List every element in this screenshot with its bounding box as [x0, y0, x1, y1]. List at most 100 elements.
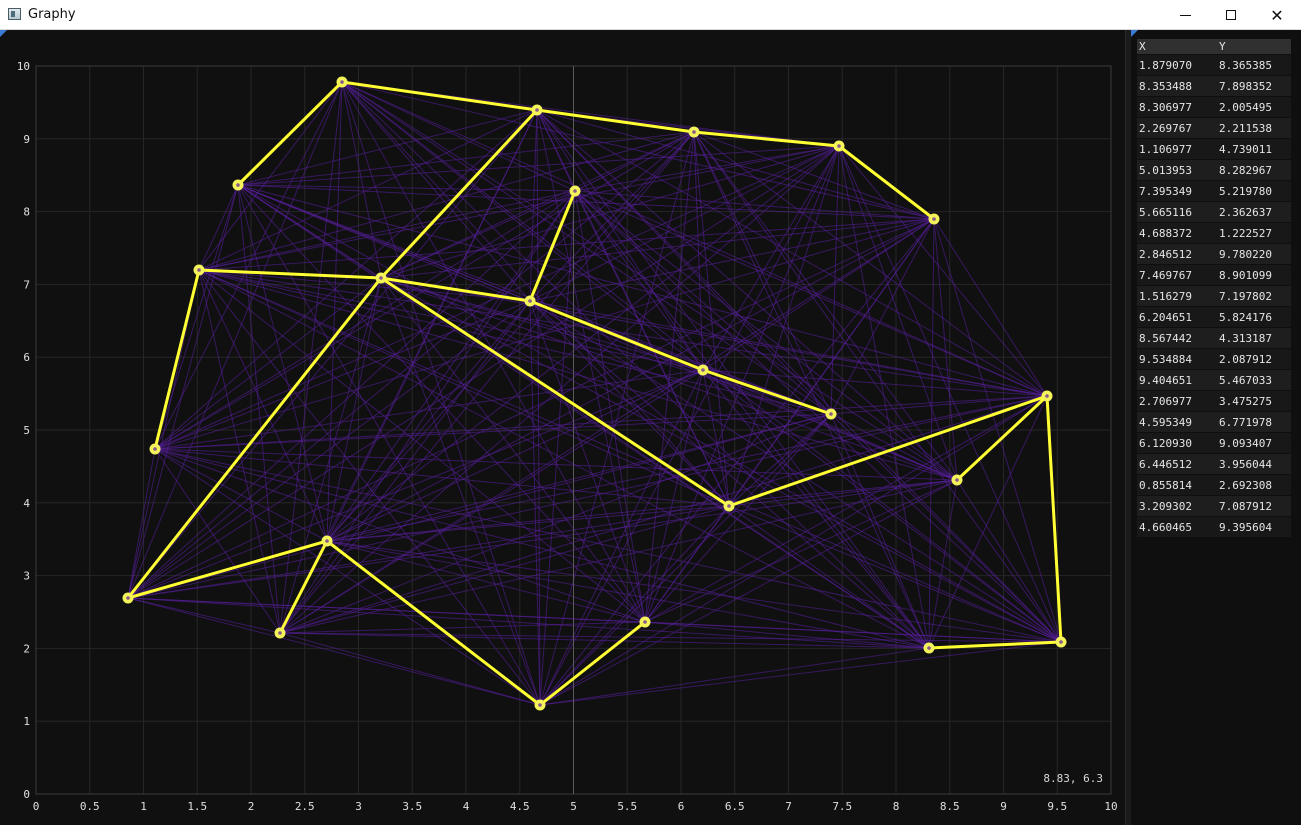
table-row[interactable]: 4.660465 9.395604	[1137, 516, 1291, 537]
y-tick-label: 10	[17, 60, 30, 73]
cell-x: 4.688372	[1137, 222, 1217, 244]
x-tick-label: 1	[140, 800, 147, 813]
table-row[interactable]: 2.706977 3.475275	[1137, 390, 1291, 412]
column-header-y[interactable]: Y	[1217, 39, 1291, 55]
cell-x: 2.706977	[1137, 390, 1217, 412]
table-row[interactable]: 9.404651 5.467033	[1137, 369, 1291, 391]
graph-node[interactable]	[639, 616, 651, 628]
faint-edge	[380, 218, 935, 279]
faint-edge	[928, 218, 935, 649]
table-row[interactable]: 3.209302 7.087912	[1137, 495, 1291, 517]
table-row[interactable]: 4.688372 1.222527	[1137, 222, 1291, 244]
table-row[interactable]: 4.595349 6.771978	[1137, 411, 1291, 433]
cell-x: 2.269767	[1137, 117, 1217, 139]
points-table[interactable]: X Y 1.879070 8.365385 8.353488 7.898352 8.30…	[1137, 39, 1291, 537]
table-row[interactable]: 6.204651 5.824176	[1137, 306, 1291, 328]
faint-edge	[326, 131, 695, 542]
faint-edge	[198, 269, 704, 371]
node-core	[573, 189, 577, 193]
faint-edge	[127, 81, 343, 599]
faint-edge	[326, 300, 531, 542]
graph-node[interactable]	[825, 408, 837, 420]
graph-node[interactable]	[1041, 390, 1053, 402]
graph-node[interactable]	[321, 535, 333, 547]
plot-area[interactable]: 0 0.5 1 1.5 2 2.5 3 3.5 4 4.5 5 5.5 6 6.5 7 7.5 8 8.5 9 9.5…	[0, 30, 1125, 825]
faint-edge	[380, 277, 1062, 643]
table-row[interactable]: 8.567442 4.313187	[1137, 327, 1291, 349]
faint-edge	[198, 218, 935, 271]
graph-node[interactable]	[122, 592, 134, 604]
graph-node[interactable]	[336, 76, 348, 88]
table-row[interactable]: 8.353488 7.898352	[1137, 75, 1291, 97]
highlighted-edge	[927, 640, 1063, 650]
faint-edge	[341, 81, 832, 415]
faint-edge	[154, 277, 382, 450]
graph-node[interactable]	[149, 443, 161, 455]
table-row[interactable]: 9.534884 2.087912	[1137, 348, 1291, 370]
table-row[interactable]: 0.855814 2.692308	[1137, 474, 1291, 496]
column-header-x[interactable]: X	[1137, 39, 1217, 55]
table-row[interactable]: 7.469767 8.901099	[1137, 264, 1291, 286]
table-row[interactable]: 2.846512 9.780220	[1137, 243, 1291, 265]
faint-edge	[693, 131, 704, 371]
graph-node[interactable]	[524, 295, 536, 307]
faint-edge	[198, 145, 840, 271]
graph-node[interactable]	[193, 264, 205, 276]
graph-node[interactable]	[569, 185, 581, 197]
faint-edge	[536, 109, 541, 706]
faint-edge	[529, 300, 1048, 397]
faint-edge	[154, 109, 538, 450]
faint-edge	[380, 277, 930, 649]
graph-node[interactable]	[833, 140, 845, 152]
faint-edge	[536, 109, 704, 371]
faint-edge	[928, 395, 1048, 649]
graph-node[interactable]	[531, 104, 543, 116]
graph-node[interactable]	[534, 699, 546, 711]
y-tick-label: 1	[23, 715, 30, 728]
close-button[interactable]: ✕	[1254, 0, 1300, 30]
table-row[interactable]: 7.395349 5.219780	[1137, 180, 1291, 202]
faint-edge	[127, 413, 832, 599]
table-row[interactable]: 5.013953 8.282967	[1137, 159, 1291, 181]
faint-edge	[928, 479, 958, 649]
table-row[interactable]: 6.446512 3.956044	[1137, 453, 1291, 475]
faint-edge	[539, 395, 1048, 706]
faint-edge	[127, 218, 935, 599]
faint-edge	[237, 131, 695, 186]
table-row[interactable]: 1.516279 7.197802	[1137, 285, 1291, 307]
y-tick-label: 9	[23, 133, 30, 146]
graph-node[interactable]	[1055, 636, 1067, 648]
table-row[interactable]: 2.269767 2.211538	[1137, 117, 1291, 139]
cell-y: 5.219780	[1217, 180, 1291, 202]
graph-node[interactable]	[923, 642, 935, 654]
graph-node[interactable]	[697, 364, 709, 376]
faint-edge	[198, 184, 239, 271]
graph-node[interactable]	[232, 179, 244, 191]
panel-splitter[interactable]	[1125, 30, 1131, 825]
faint-edge	[198, 269, 958, 481]
x-tick-label: 9.5	[1047, 800, 1067, 813]
graph-node[interactable]	[723, 500, 735, 512]
table-row[interactable]: 8.306977 2.005495	[1137, 96, 1291, 118]
maximize-button[interactable]	[1208, 0, 1254, 30]
graph-node[interactable]	[274, 627, 286, 639]
node-core	[727, 504, 731, 508]
graph-node[interactable]	[928, 213, 940, 225]
graph-node[interactable]	[951, 474, 963, 486]
cell-x: 5.013953	[1137, 159, 1217, 181]
node-core	[837, 144, 841, 148]
x-tick-label: 8	[893, 800, 900, 813]
title-bar[interactable]: Graphy ✕	[0, 0, 1301, 30]
table-row[interactable]: 1.106977 4.739011	[1137, 138, 1291, 160]
table-row[interactable]: 1.879070 8.365385	[1137, 54, 1291, 76]
table-row[interactable]: 5.665116 2.362637	[1137, 201, 1291, 223]
table-row[interactable]: 6.120930 9.093407	[1137, 432, 1291, 454]
minimize-button[interactable]	[1162, 0, 1208, 30]
graph-node[interactable]	[688, 126, 700, 138]
graph-plot[interactable]: 0 0.5 1 1.5 2 2.5 3 3.5 4 4.5 5 5.5 6 6.5 7 7.5 8 8.5 9 9.5…	[0, 30, 1125, 825]
nodes[interactable]	[122, 76, 1067, 711]
faint-edge	[536, 109, 1048, 397]
x-tick-label: 2	[248, 800, 255, 813]
graph-node[interactable]	[375, 272, 387, 284]
faint-edge	[380, 145, 840, 279]
